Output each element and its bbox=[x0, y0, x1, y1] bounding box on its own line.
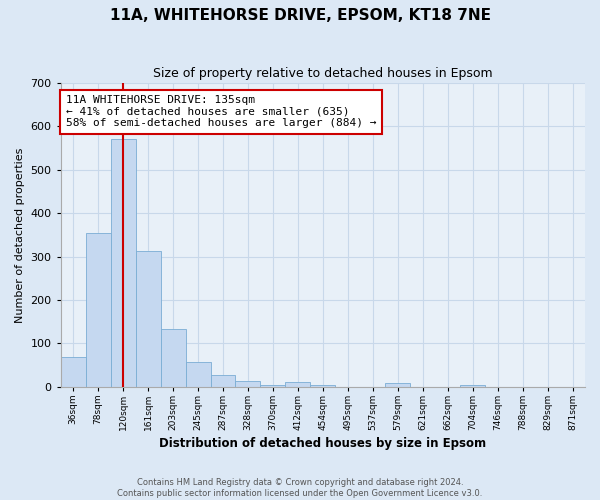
Bar bbox=[310, 384, 335, 386]
Bar bbox=[136, 252, 161, 386]
Bar bbox=[286, 382, 310, 386]
X-axis label: Distribution of detached houses by size in Epsom: Distribution of detached houses by size … bbox=[159, 437, 487, 450]
Text: 11A, WHITEHORSE DRIVE, EPSOM, KT18 7NE: 11A, WHITEHORSE DRIVE, EPSOM, KT18 7NE bbox=[110, 8, 491, 22]
Bar bbox=[211, 375, 235, 386]
Bar bbox=[161, 329, 185, 386]
Bar bbox=[185, 362, 211, 386]
Bar bbox=[235, 380, 260, 386]
Bar bbox=[86, 232, 110, 386]
Bar bbox=[260, 384, 286, 386]
Bar bbox=[460, 384, 485, 386]
Title: Size of property relative to detached houses in Epsom: Size of property relative to detached ho… bbox=[153, 68, 493, 80]
Bar bbox=[61, 357, 86, 386]
Text: Contains HM Land Registry data © Crown copyright and database right 2024.
Contai: Contains HM Land Registry data © Crown c… bbox=[118, 478, 482, 498]
Y-axis label: Number of detached properties: Number of detached properties bbox=[15, 147, 25, 322]
Bar bbox=[110, 140, 136, 386]
Bar bbox=[385, 384, 410, 386]
Text: 11A WHITEHORSE DRIVE: 135sqm
← 41% of detached houses are smaller (635)
58% of s: 11A WHITEHORSE DRIVE: 135sqm ← 41% of de… bbox=[66, 95, 376, 128]
